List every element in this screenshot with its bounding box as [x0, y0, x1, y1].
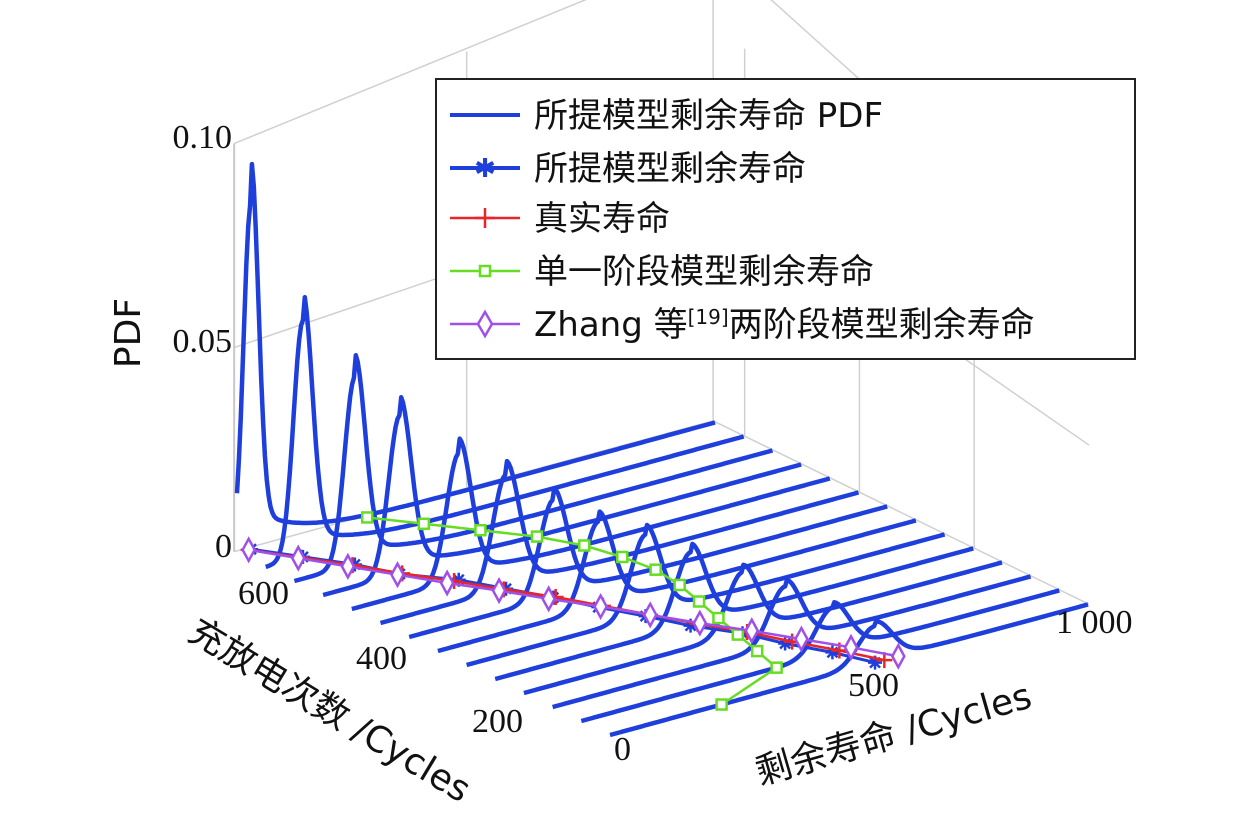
marker-zhang-cycle-50 — [843, 633, 859, 661]
legend-label-zhang-prefix: Zhang 等 — [534, 305, 688, 345]
pdf-curve-cycle-350 — [408, 485, 888, 640]
marker-single_stage-cycle-50 — [770, 661, 783, 674]
rul-series-layer — [240, 511, 906, 711]
marker-zhang-cycle-300 — [593, 592, 609, 621]
marker-zhang-cycle-100 — [793, 625, 809, 653]
y-tick-label-200: 200 — [472, 703, 523, 740]
legend-item-zhang: Zhang 等[19]两阶段模型剩余寿命 — [450, 305, 1035, 345]
tick-labels-layer: 0 0.05 0.10 600 400 200 0 500 1 000 — [173, 119, 1133, 768]
x-tick-label-1000: 1 000 — [1056, 604, 1133, 641]
marker-proposed_rul-cycle-200 — [683, 618, 698, 633]
x-tick-label-500: 500 — [848, 667, 899, 704]
legend-item-single-stage: 单一阶段模型剩余寿命 — [450, 252, 874, 292]
pdf-curves-layer — [234, 161, 1089, 738]
series-line-true_life — [248, 548, 885, 662]
back-top-edge — [233, 0, 587, 145]
legend-label-zhang-citation: [19] — [688, 305, 729, 329]
pdf-curve-cycle-650 — [234, 161, 716, 526]
legend-label-true-life: 真实寿命 — [534, 199, 670, 239]
z-tick-label-0: 0 — [215, 528, 232, 565]
marker-single_stage-cycle-350 — [649, 563, 662, 576]
marker-proposed_rul-cycle-450 — [451, 572, 466, 587]
legend-label-proposed-rul: 所提模型剩余寿命 — [534, 149, 806, 189]
series-line-zhang — [248, 548, 899, 658]
legend: 所提模型剩余寿命 PDF ✱ 所提模型剩余寿命 真实寿命 单一阶段模型剩余寿命 … — [435, 78, 1136, 360]
z-tick-label-0.05: 0.05 — [173, 323, 233, 360]
marker-single_stage-cycle-650 — [360, 511, 374, 524]
pdf-curve-cycle-250 — [465, 522, 946, 668]
marker-proposed_rul-cycle-50 — [825, 645, 840, 660]
legend-item-true-life: 真实寿命 — [450, 199, 670, 239]
right-floor-edge — [712, 420, 1090, 605]
marker-proposed_rul-cycle-100 — [778, 636, 793, 651]
marker-single_stage-cycle-250 — [692, 595, 706, 608]
z-axis-title: PDF — [108, 298, 149, 368]
marker-single_stage-cycle-100 — [750, 644, 764, 658]
marker-single_stage-cycle-450 — [578, 539, 591, 552]
legend-item-proposed-rul: ✱ 所提模型剩余寿命 — [450, 149, 806, 189]
legend-marker-square-icon — [478, 264, 492, 278]
pdf-curve-cycle-100 — [552, 574, 1032, 710]
marker-single_stage-cycle-150 — [731, 628, 745, 641]
marker-single_stage-cycle-200 — [712, 611, 725, 625]
legend-marker-plus-icon — [475, 208, 495, 228]
legend-item-pdf: 所提模型剩余寿命 PDF — [450, 96, 883, 136]
legend-box — [435, 78, 1136, 360]
legend-label-zhang: Zhang 等[19]两阶段模型剩余寿命 — [534, 305, 1035, 345]
pdf-curve-cycle-500 — [322, 395, 802, 598]
legend-marker-star-icon: ✱ — [474, 154, 496, 184]
marker-single_stage-cycle-400 — [616, 550, 629, 564]
marker-single_stage-cycle-300 — [673, 578, 686, 592]
marker-proposed_rul-cycle-0 — [868, 655, 883, 670]
marker-zhang-cycle-600 — [290, 544, 306, 572]
x-tick-label-0: 0 — [614, 731, 631, 768]
legend-label-single-stage: 单一阶段模型剩余寿命 — [534, 252, 874, 292]
pdf-curve-cycle-50 — [580, 588, 1060, 724]
y-tick-label-600: 600 — [238, 575, 289, 612]
y-tick-label-400: 400 — [356, 640, 407, 677]
legend-label-pdf: 所提模型剩余寿命 PDF — [534, 96, 883, 136]
legend-label-zhang-suffix: 两阶段模型剩余寿命 — [729, 305, 1035, 345]
legend-marker-diamond-icon — [476, 309, 494, 339]
marker-zhang-cycle-400 — [491, 577, 507, 605]
pdf-curve-cycle-200 — [494, 541, 974, 682]
marker-zhang-cycle-250 — [642, 601, 658, 629]
marker-zhang-cycle-200 — [692, 609, 708, 637]
pdf-curve-cycle-150 — [523, 560, 1003, 696]
pdf-curve-cycle-550 — [293, 353, 774, 584]
pdf-curve-cycle-0 — [609, 602, 1089, 738]
marker-single_stage-cycle-600 — [417, 517, 431, 531]
marker-zhang-cycle-550 — [340, 552, 356, 581]
pdf-curve-cycle-600 — [265, 294, 745, 570]
marker-zhang-cycle-500 — [390, 561, 405, 589]
marker-zhang-cycle-150 — [744, 617, 760, 645]
marker-single_stage-cycle-0 — [715, 698, 728, 711]
marker-zhang-cycle-0 — [890, 642, 906, 670]
marker-zhang-cycle-350 — [541, 585, 557, 613]
marker-single_stage-cycle-500 — [530, 530, 544, 543]
marker-zhang-cycle-650 — [241, 536, 257, 564]
y-axis-title: 充放电次数 /Cycles — [181, 611, 477, 811]
z-tick-label-0.10: 0.10 — [173, 119, 233, 156]
marker-zhang-cycle-450 — [439, 569, 455, 597]
marker-single_stage-cycle-550 — [474, 523, 487, 537]
